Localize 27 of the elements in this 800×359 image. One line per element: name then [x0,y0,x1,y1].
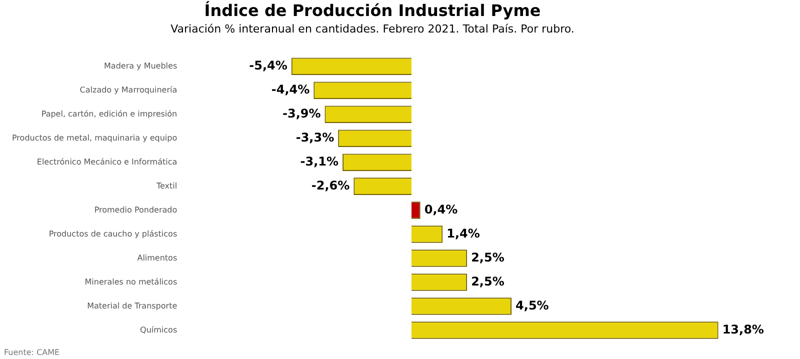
data-label: -5,4% [249,58,288,73]
chart-subtitle: Variación % interanual en cantidades. Febrero 2021. Total País. Por rubro. [170,22,574,36]
data-label: -3,1% [300,154,339,168]
source-note: Fuente: CAME [4,348,60,358]
y-tick-label: Electrónico Mecánico e Informática [36,157,178,166]
data-label: 4,5% [516,298,549,312]
data-label: 1,4% [446,226,480,240]
chart-title: Índice de Producción Industrial Pyme [204,0,541,20]
y-tick-label: Madera y Muebles [104,61,178,70]
data-label: 2,5% [471,250,504,264]
data-label: -2,6% [311,178,350,192]
y-tick-label: Textil [156,181,178,190]
data-label: -4,4% [271,82,310,96]
y-tick-label: Material de Transporte [87,301,178,310]
data-label: -3,3% [296,130,334,144]
y-tick-label: Productos de metal, maquinaria y equipo [12,133,178,142]
y-tick-label: Calzado y Marroquinería [80,85,178,94]
data-label: 2,5% [471,274,504,288]
data-label: -3,9% [282,106,321,120]
y-tick-label: Productos de caucho y plásticos [48,229,178,238]
y-tick-label: Alimentos [137,253,178,262]
data-label: 0,4% [424,202,458,216]
y-tick-label: Promedio Ponderado [94,205,178,214]
y-tick-label: Químicos [140,325,178,334]
data-label: 13,8% [722,322,764,336]
y-tick-label: Minerales no metálicos [84,277,178,286]
y-tick-label: Papel, cartón, edición e impresión [41,109,178,118]
